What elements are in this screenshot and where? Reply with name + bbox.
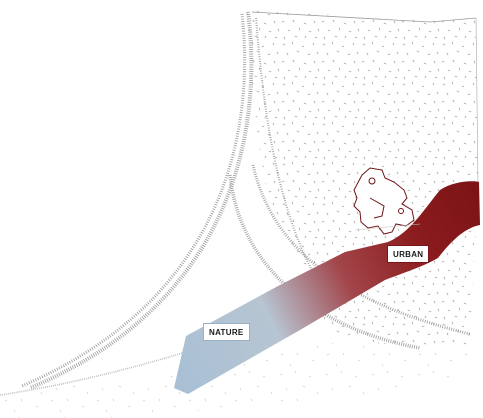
- urban-terrain-border: [251, 11, 477, 23]
- urban-label: URBAN: [387, 245, 430, 263]
- rail-track-branch: [251, 164, 471, 336]
- rail-track-main: [29, 11, 254, 390]
- robot-figure-outline-icon: [353, 167, 415, 235]
- nature-label: NATURE: [203, 323, 250, 341]
- rail-track-curve: [228, 174, 421, 350]
- rail-track-main-inner: [21, 13, 247, 388]
- nature-urban-gradient-band: [174, 181, 480, 394]
- ground-strip: [0, 340, 470, 418]
